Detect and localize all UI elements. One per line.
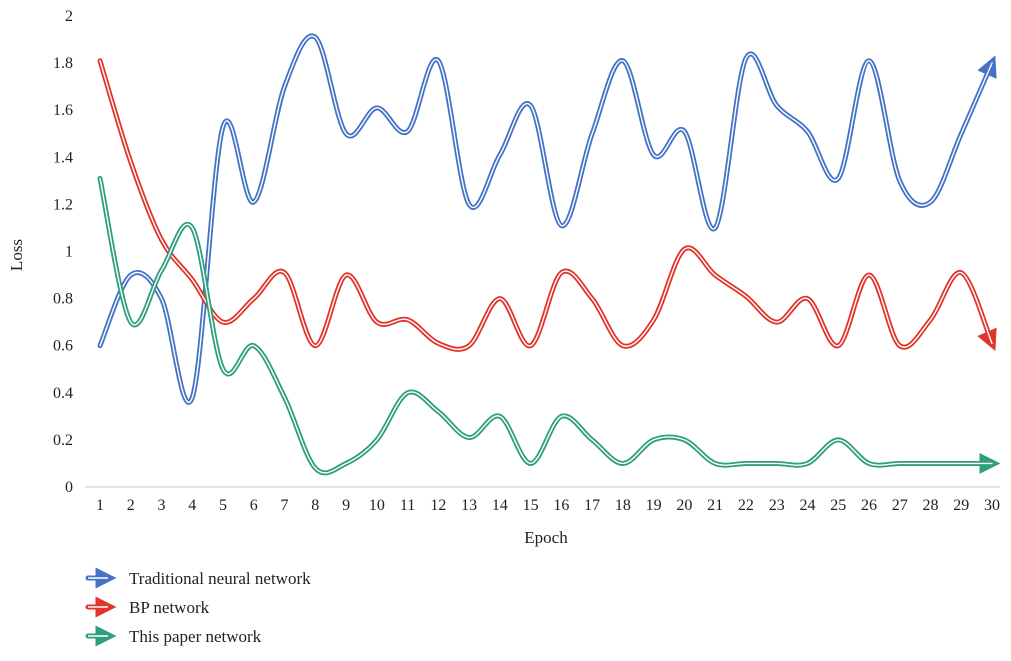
legend-item: This paper network (85, 625, 262, 647)
x-axis-ticks: 1 2 3 4 5 6 7 8 9 10 11 12 13 14 15 16 17 18 19 20 21 22 23 24 2… (96, 497, 1000, 514)
y-tick-label: 2 (65, 8, 73, 25)
x-tick-label: 18 (615, 497, 631, 514)
legend: Traditional neural network BP network This… (85, 567, 311, 647)
series-line-outer (97, 176, 1001, 476)
y-axis-ticks: 0 0.2 0.4 0.6 0.8 1 1.2 1.4 1.6 1.8 2 (53, 8, 73, 496)
x-tick-label: 19 (646, 497, 662, 514)
x-tick-label: 16 (553, 497, 569, 514)
x-tick-label: 21 (707, 497, 723, 514)
x-tick-label: 29 (953, 497, 969, 514)
x-tick-label: 3 (158, 497, 166, 514)
legend-label: BP network (129, 598, 210, 617)
x-tick-label: 6 (250, 497, 258, 514)
x-tick-label: 9 (342, 497, 350, 514)
x-tick-label: 1 (96, 497, 104, 514)
x-tick-label: 17 (584, 497, 600, 514)
series-0 (97, 33, 997, 405)
y-tick-label: 1.8 (53, 55, 73, 72)
y-tick-label: 1.4 (53, 149, 73, 166)
y-tick-label: 1.2 (53, 196, 73, 213)
x-tick-label: 7 (281, 497, 289, 514)
x-tick-label: 22 (738, 497, 754, 514)
series-layer (97, 33, 1001, 476)
legend-label: This paper network (129, 627, 262, 646)
x-tick-label: 30 (984, 497, 1000, 514)
series-line-inner (99, 177, 993, 474)
x-tick-label: 8 (311, 497, 319, 514)
legend-label: Traditional neural network (129, 569, 311, 588)
legend-item: Traditional neural network (85, 567, 311, 589)
series-2 (97, 176, 1001, 476)
y-tick-label: 1 (65, 244, 73, 261)
x-tick-label: 11 (400, 497, 415, 514)
legend-item: BP network (85, 596, 210, 618)
series-1 (97, 58, 997, 352)
x-tick-label: 2 (127, 497, 135, 514)
x-tick-label: 13 (461, 497, 477, 514)
series-line-inner (99, 60, 993, 351)
x-tick-label: 25 (830, 497, 846, 514)
series-line-inner (99, 35, 993, 403)
y-tick-label: 0.8 (53, 291, 73, 308)
y-tick-label: 0.2 (53, 432, 73, 449)
x-tick-label: 20 (676, 497, 692, 514)
y-tick-label: 0.6 (53, 338, 73, 355)
y-tick-label: 0 (65, 479, 73, 496)
x-tick-label: 14 (492, 497, 508, 514)
x-tick-label: 15 (523, 497, 539, 514)
y-tick-label: 0.4 (53, 385, 73, 402)
x-tick-label: 23 (769, 497, 785, 514)
x-tick-label: 10 (369, 497, 385, 514)
x-tick-label: 27 (892, 497, 908, 514)
y-axis-title: Loss (7, 239, 26, 271)
x-axis-title: Epoch (524, 528, 568, 547)
x-tick-label: 12 (430, 497, 446, 514)
x-tick-label: 4 (188, 497, 196, 514)
x-tick-label: 26 (861, 497, 877, 514)
y-tick-label: 1.6 (53, 102, 73, 119)
x-tick-label: 28 (922, 497, 938, 514)
x-tick-label: 24 (799, 497, 815, 514)
x-tick-label: 5 (219, 497, 227, 514)
